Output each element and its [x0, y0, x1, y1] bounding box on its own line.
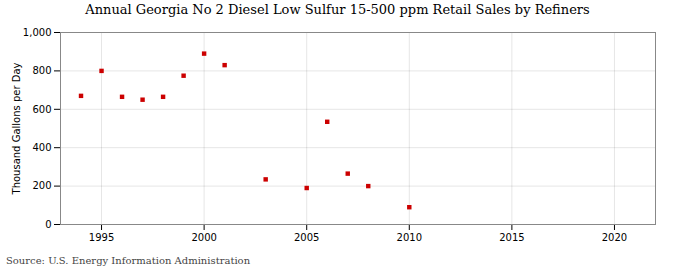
html-text:Annual Georgia No 2 Diesel Low: Annual Georgia No 2 Diesel Low Sulfur 15…: [85, 2, 590, 17]
svg-text:2020: 2020: [602, 232, 627, 243]
svg-text:0: 0: [45, 219, 51, 230]
svg-text:2000: 2000: [191, 232, 216, 243]
html-text:Source: U.S. Energy Informatio: Source: U.S. Energy Information Administ…: [6, 255, 251, 266]
svg-text:1,000: 1,000: [23, 27, 52, 38]
svg-text:2010: 2010: [397, 232, 422, 243]
svg-text:600: 600: [32, 104, 51, 115]
svg-text:800: 800: [32, 65, 51, 76]
svg-text:200: 200: [32, 180, 51, 191]
svg-text:Thousand Gallons per Day: Thousand Gallons per Day: [11, 62, 22, 195]
svg-text:1995: 1995: [89, 232, 114, 243]
svg-text:2005: 2005: [294, 232, 319, 243]
svg-text:400: 400: [32, 142, 51, 153]
svg-text:2015: 2015: [499, 232, 524, 243]
